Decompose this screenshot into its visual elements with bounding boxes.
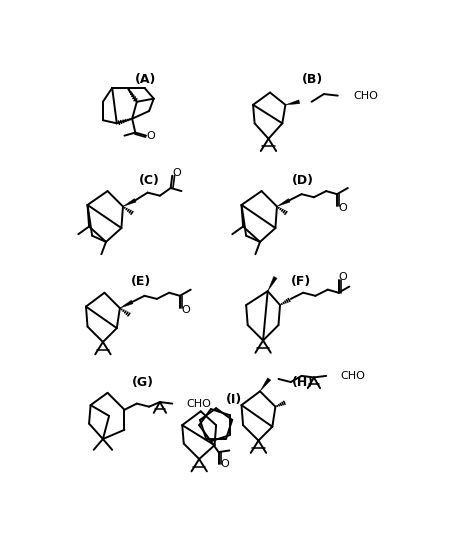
Text: CHO: CHO (340, 371, 365, 381)
Polygon shape (268, 276, 277, 291)
Text: O: O (182, 305, 191, 315)
Text: (B): (B) (302, 73, 323, 86)
Text: (C): (C) (138, 174, 159, 187)
Polygon shape (120, 300, 133, 308)
Polygon shape (123, 199, 136, 206)
Text: O: O (339, 203, 347, 213)
Polygon shape (277, 199, 290, 206)
Text: (E): (E) (131, 275, 152, 288)
Text: (A): (A) (135, 73, 156, 86)
Text: (I): (I) (226, 393, 242, 406)
Text: (G): (G) (132, 375, 154, 389)
Polygon shape (286, 100, 300, 105)
Text: (H): (H) (292, 375, 314, 389)
Polygon shape (260, 378, 271, 392)
Text: CHO: CHO (186, 399, 211, 409)
Text: O: O (172, 167, 181, 178)
Text: O: O (339, 272, 347, 282)
Text: O: O (146, 131, 155, 140)
Text: CHO: CHO (353, 91, 378, 100)
Text: (D): (D) (292, 174, 314, 187)
Text: O: O (220, 460, 229, 469)
Text: (F): (F) (291, 275, 311, 288)
